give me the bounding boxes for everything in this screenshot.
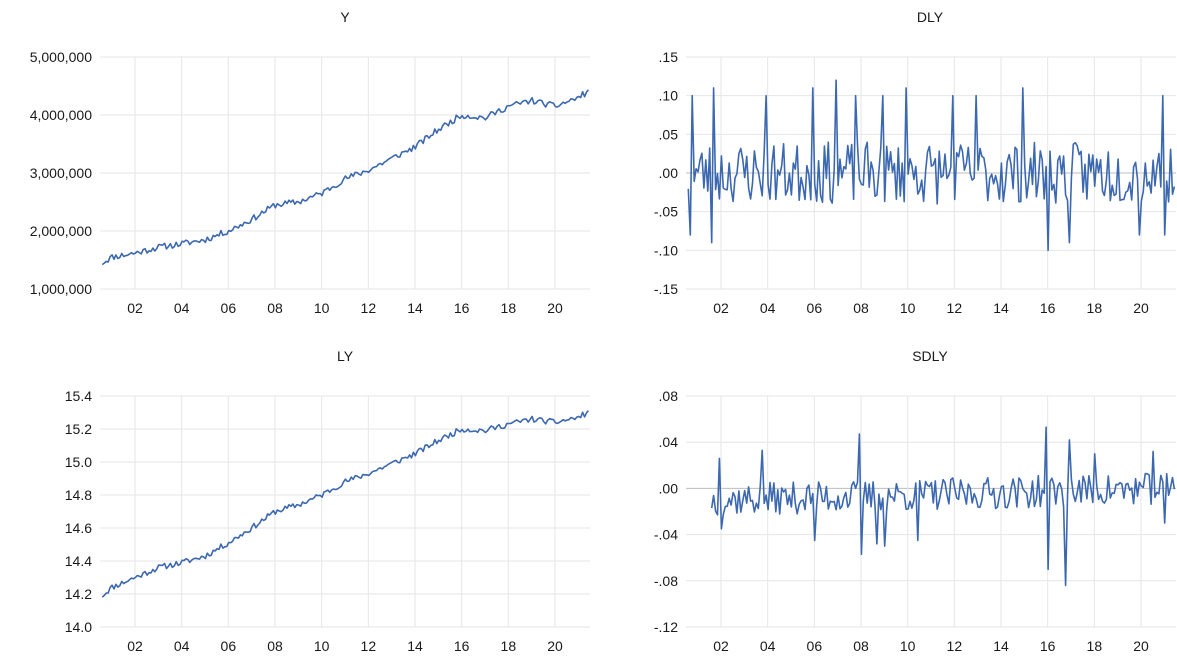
- x-tick-label: 02: [127, 638, 143, 654]
- y-tick-label: .04: [659, 434, 679, 450]
- x-tick-label: 10: [900, 638, 916, 654]
- series-line-1: [687, 79, 1176, 252]
- y-tick-label: -.08: [654, 573, 678, 589]
- y-tick-label: 14.4: [65, 553, 92, 569]
- x-tick-label: 06: [807, 638, 823, 654]
- x-tick-label: 16: [454, 300, 470, 316]
- x-tick-label: 18: [501, 300, 517, 316]
- y-tick-label: .10: [659, 88, 679, 104]
- chart-panel-1: Y 1,000,000 2,000,000 3,000,000 4,000,000 5,0…: [30, 9, 590, 316]
- x-tick-label: 16: [1040, 638, 1056, 654]
- x-tick-label: 08: [267, 300, 283, 316]
- x-tick-label: 16: [1040, 300, 1056, 316]
- x-tick-label: 14: [407, 638, 423, 654]
- x-tick-label: 04: [760, 300, 776, 316]
- x-tick-label: 06: [807, 300, 823, 316]
- chart-panel-4: SDLY -.12 -.08 -.04 .00 .04 .08 02 04 06 08 10 12 14 1…: [654, 348, 1176, 654]
- y-tick-label: 14.2: [65, 586, 92, 602]
- y-tick-label: 15.2: [65, 421, 92, 437]
- y-tick-label: 2,000,000: [30, 223, 92, 239]
- x-tick-label: 10: [900, 300, 916, 316]
- y-tick-label: -.05: [654, 204, 678, 220]
- x-tick-label: 18: [1087, 638, 1103, 654]
- x-tick-label: 20: [547, 300, 563, 316]
- chart-title: SDLY: [912, 348, 948, 364]
- x-tick-label: 06: [221, 638, 237, 654]
- x-tick-label: 20: [1133, 300, 1149, 316]
- x-tick-label: 20: [547, 638, 563, 654]
- y-tick-label: -.10: [654, 242, 678, 258]
- y-tick-label: 15.4: [65, 388, 92, 404]
- chart-title: LY: [337, 348, 354, 364]
- x-tick-label: 14: [993, 638, 1009, 654]
- chart-panel-3: LY 14.0 14.2 14.4 14.6 14.8 15.0 15.2 15.4 02 04 06…: [65, 348, 590, 654]
- y-tick-label: 4,000,000: [30, 107, 92, 123]
- chart-title: Y: [340, 9, 350, 25]
- y-tick-label: 14.8: [65, 487, 92, 503]
- y-tick-label: 14.0: [65, 619, 92, 635]
- x-tick-label: 10: [314, 638, 330, 654]
- chart-title: DLY: [917, 9, 944, 25]
- x-tick-label: 04: [760, 638, 776, 654]
- y-tick-label: .15: [659, 49, 679, 65]
- y-tick-label: .00: [659, 480, 679, 496]
- x-tick-label: 18: [1087, 300, 1103, 316]
- x-tick-label: 12: [947, 638, 963, 654]
- series-line-1: [101, 410, 590, 598]
- y-tick-label: 5,000,000: [30, 49, 92, 65]
- y-tick-label: 3,000,000: [30, 165, 92, 181]
- x-tick-label: 08: [853, 638, 869, 654]
- x-tick-label: 14: [993, 300, 1009, 316]
- y-tick-label: -.15: [654, 281, 678, 297]
- x-tick-label: 20: [1133, 638, 1149, 654]
- y-tick-label: 1,000,000: [30, 281, 92, 297]
- x-tick-label: 08: [853, 300, 869, 316]
- x-tick-label: 14: [407, 300, 423, 316]
- y-tick-label: .08: [659, 388, 679, 404]
- x-tick-label: 04: [174, 300, 190, 316]
- x-tick-label: 02: [713, 638, 729, 654]
- y-tick-label: -.04: [654, 527, 678, 543]
- x-tick-label: 10: [314, 300, 330, 316]
- x-tick-label: 02: [713, 300, 729, 316]
- y-tick-label: -.12: [654, 619, 678, 635]
- x-tick-label: 18: [501, 638, 517, 654]
- x-tick-label: 16: [454, 638, 470, 654]
- y-tick-label: 14.6: [65, 520, 92, 536]
- series-line-1: [710, 426, 1176, 587]
- x-tick-label: 12: [947, 300, 963, 316]
- x-tick-label: 06: [221, 300, 237, 316]
- x-tick-label: 08: [267, 638, 283, 654]
- y-tick-label: .05: [659, 126, 679, 142]
- x-tick-label: 02: [127, 300, 143, 316]
- x-tick-label: 12: [361, 300, 377, 316]
- chart-panel-2: DLY -.15 -.10 -.05 .00 .05 .10 .15 02 04 06 08 10 12 1…: [654, 9, 1176, 316]
- y-tick-label: .00: [659, 165, 679, 181]
- series-line-1: [101, 89, 590, 266]
- x-tick-label: 12: [361, 638, 377, 654]
- x-tick-label: 04: [174, 638, 190, 654]
- y-tick-label: 15.0: [65, 454, 92, 470]
